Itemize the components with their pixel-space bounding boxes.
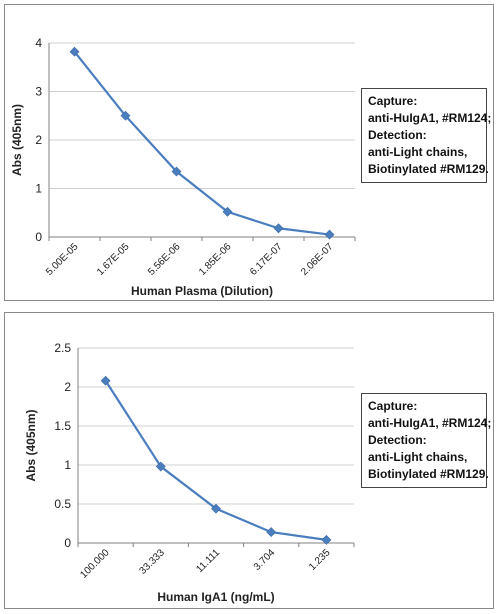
data-point	[69, 46, 80, 57]
data-point	[266, 527, 277, 538]
annotation-box-iga1: Capture: anti-HuIgA1, #RM124; Detection:…	[361, 393, 492, 488]
annotation-line: anti-Light chains,	[368, 145, 468, 159]
x-tick-label: 3.704	[252, 547, 278, 573]
x-tick-label: 11.111	[194, 547, 222, 575]
x-tick-label: 33.333	[138, 547, 168, 577]
x-tick-label: 1.85E-06	[197, 241, 234, 278]
series-line	[104, 380, 327, 541]
data-point	[171, 166, 182, 177]
chart-panel-iga1: 0 0.5 1 1.5 2 2.5 100.000 33.333 11.111 3.704 1.23…	[4, 312, 494, 609]
y-tick-label: 0.5	[54, 497, 71, 511]
x-tick-label: 5.56E-06	[146, 241, 183, 278]
x-tick-label: 1.67E-05	[95, 241, 132, 278]
data-point	[273, 223, 284, 234]
y-tick-label: 2	[64, 380, 71, 394]
x-axis-title: Human Plasma (Dilution)	[131, 284, 273, 298]
y-tick-label: 0	[64, 536, 71, 550]
annotation-box-plasma: Capture: anti-HuIgA1, #RM124; Detection:…	[361, 88, 492, 183]
data-point	[321, 534, 332, 545]
x-axis-title: Human IgA1 (ng/mL)	[157, 590, 274, 604]
chart-iga1-concentration: 0 0.5 1 1.5 2 2.5 100.000 33.333 11.111 3.704 1.23…	[24, 341, 355, 604]
data-point	[324, 229, 335, 240]
chart-panel-plasma: 0 1 2 3 4 5.00E-05 1.67E-05 5.56E-06 1.85E-06 6.1…	[4, 4, 494, 301]
y-tick-label: 0	[35, 230, 42, 244]
x-tick-label: 5.00E-05	[44, 241, 81, 278]
x-tick-label: 100.000	[78, 547, 112, 581]
y-tick-label: 3	[35, 85, 42, 99]
data-point	[100, 375, 111, 386]
data-point	[120, 110, 131, 121]
y-tick-label: 1.5	[54, 419, 71, 433]
y-tick-label: 2	[35, 133, 42, 147]
annotation-line: Biotinylated #RM129.	[368, 162, 489, 176]
annotation-line: Detection:	[368, 128, 427, 142]
x-tick-label: 6.17E-07	[248, 241, 285, 278]
data-point	[155, 461, 166, 472]
y-tick-label: 2.5	[54, 341, 71, 355]
annotation-line: Biotinylated #RM129.	[368, 467, 489, 481]
annotation-line: Capture:	[368, 399, 418, 413]
x-tick-label: 1.235	[307, 547, 333, 573]
data-point	[211, 503, 221, 514]
annotation-line: anti-Light chains,	[368, 450, 468, 464]
series-line	[73, 51, 330, 236]
x-tick-label: 2.06E-07	[299, 241, 336, 278]
y-tick-label: 1	[35, 182, 42, 196]
annotation-line: anti-HuIgA1, #RM124;	[368, 416, 492, 430]
y-axis-title: Abs (405nm)	[24, 409, 38, 481]
y-axis-title: Abs (405nm)	[10, 104, 24, 176]
y-tick-label: 1	[64, 458, 71, 472]
data-point	[222, 206, 233, 217]
chart-plasma-dilution: 0 1 2 3 4 5.00E-05 1.67E-05 5.56E-06 1.85E-06 6.1…	[10, 36, 356, 298]
annotation-line: Capture:	[368, 94, 418, 108]
y-tick-label: 4	[35, 36, 42, 50]
annotation-line: Detection:	[368, 433, 427, 447]
annotation-line: anti-HuIgA1, #RM124;	[368, 111, 492, 125]
